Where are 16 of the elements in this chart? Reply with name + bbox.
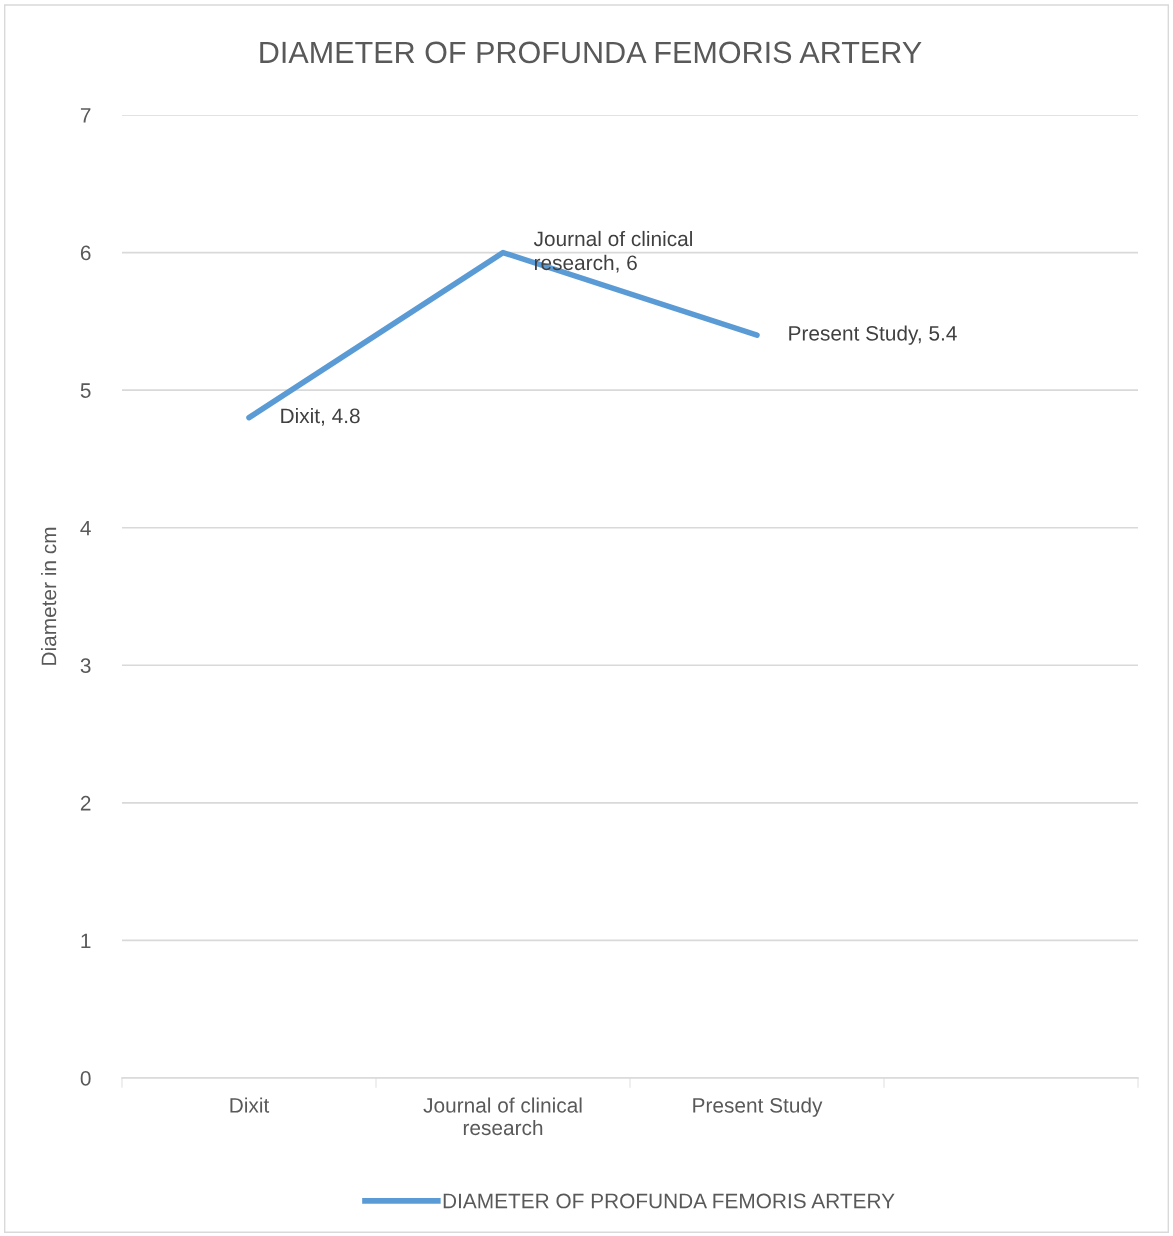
y-tick-label: 4 [80,520,91,536]
y-axis-title: Diameter in cm [40,527,57,665]
y-tick-label: 2 [80,795,91,811]
y-tick-label: 3 [80,658,91,674]
x-tick-label: Dixit [230,1097,270,1113]
y-tick-label: 0 [80,1071,91,1086]
x-tick-label: Present Study [693,1097,823,1117]
legend-label: DIAMETER OF PROFUNDA FEMORIS ARTERY [443,1193,895,1209]
y-tick-label: 6 [80,245,91,261]
y-tick-label: 5 [80,383,91,398]
data-label: Present Study, 5.4 [789,325,957,345]
chart-title: DIAMETER OF PROFUNDA FEMORIS ARTERY [260,41,922,64]
y-tick-label: 7 [80,108,91,123]
data-label: Dixit, 4.8 [281,407,360,426]
x-tick-label: Journal of clinical research [423,1097,582,1136]
y-tick-label: 1 [81,933,91,948]
